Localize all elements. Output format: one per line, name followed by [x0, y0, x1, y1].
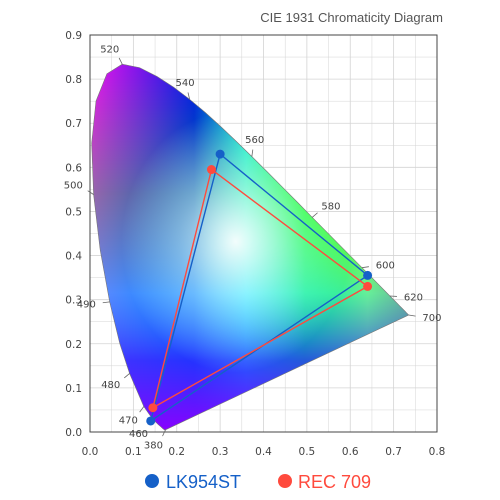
gamut-point-lk954st — [146, 416, 156, 426]
chart-title: CIE 1931 Chromaticity Diagram — [260, 10, 443, 25]
wavelength-label: 700 — [422, 313, 441, 324]
wavelength-tick — [118, 57, 123, 65]
x-tick-label: 0.8 — [429, 446, 446, 458]
x-tick-label: 0.5 — [299, 446, 316, 458]
wavelength-tick — [408, 314, 416, 317]
legend-label-lk954st: LK954ST — [166, 472, 241, 492]
wavelength-label: 380 — [144, 441, 163, 452]
wavelength-label: 600 — [376, 261, 395, 272]
wavelength-label: 460 — [129, 429, 148, 440]
legend-label-rec709: REC 709 — [298, 472, 371, 492]
legend: LK954ST REC 709 — [145, 472, 371, 492]
x-tick-label: 0.2 — [168, 446, 185, 458]
gamut-triangle-rec709 — [151, 168, 369, 410]
wavelength-tick — [187, 92, 190, 100]
wavelength-label: 580 — [321, 202, 340, 213]
y-tick-label: 0.4 — [65, 251, 82, 263]
y-tick-label: 0.7 — [65, 118, 82, 130]
x-tick-label: 0.1 — [125, 446, 142, 458]
gamut-point-lk954st — [215, 149, 225, 159]
plot-frame — [89, 34, 438, 433]
gamut-point-rec709 — [148, 403, 158, 413]
wavelength-label: 620 — [404, 293, 423, 304]
gamut-point-lk954st — [363, 270, 373, 280]
y-tick-label: 0.5 — [65, 206, 82, 218]
wavelength-label: 480 — [101, 380, 120, 391]
x-tick-label: 0.0 — [82, 446, 99, 458]
gamut-triangles — [146, 149, 373, 426]
x-tick-label: 0.4 — [255, 446, 272, 458]
wavelength-tick — [139, 406, 145, 413]
wavelength-tick — [312, 212, 318, 218]
y-tick-label: 0.0 — [65, 427, 82, 439]
wavelength-tick — [251, 149, 254, 157]
wavelength-tick — [361, 266, 369, 269]
y-tick-label: 0.1 — [65, 383, 82, 395]
wavelength-tick — [87, 190, 94, 195]
x-tick-label: 0.6 — [342, 446, 359, 458]
gamut-point-rec709 — [363, 281, 373, 291]
wavelength-label: 490 — [77, 299, 96, 310]
x-tick-label: 0.3 — [212, 446, 229, 458]
y-tick-label: 0.9 — [65, 30, 82, 42]
spectral-locus-outline — [91, 63, 410, 431]
x-axis-ticks: 0.0 0.1 0.2 0.3 0.4 0.5 0.6 0.7 0.8 — [82, 446, 446, 458]
wavelength-label: 540 — [176, 78, 195, 89]
wavelength-label: 520 — [100, 44, 119, 55]
legend-marker-lk954st — [145, 474, 159, 488]
y-axis-ticks: 0.0 0.1 0.2 0.3 0.4 0.5 0.6 0.7 0.8 0.9 — [65, 30, 82, 439]
gamut-point-rec709 — [206, 165, 216, 175]
wavelength-label: 560 — [245, 135, 264, 146]
wavelength-tick — [102, 301, 110, 304]
wavelength-label: 500 — [64, 181, 83, 192]
legend-marker-rec709 — [278, 474, 292, 488]
y-tick-label: 0.3 — [65, 295, 82, 307]
y-tick-label: 0.2 — [65, 339, 82, 351]
y-tick-label: 0.6 — [65, 162, 82, 174]
wavelength-tick — [123, 373, 130, 379]
wavelength-label: 470 — [119, 416, 138, 427]
x-tick-label: 0.7 — [385, 446, 402, 458]
wavelength-tick — [162, 429, 166, 437]
y-tick-label: 0.8 — [65, 74, 82, 86]
